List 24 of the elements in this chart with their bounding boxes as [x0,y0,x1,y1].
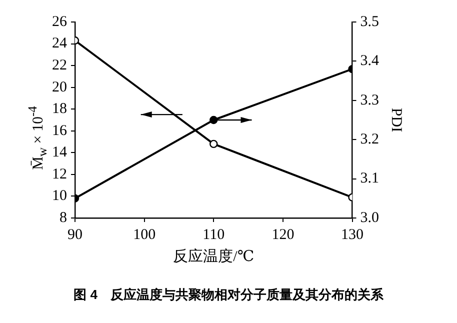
y-tick-label: 26 [52,14,68,30]
text: 图 4 反应温度与共聚物相对分子质量及其分布的关系 [72,286,384,304]
y-tick-label: 14 [52,144,68,161]
y-tick-label: 24 [52,36,68,52]
y-tick-label: 8 [60,210,67,226]
y-tick-label: 10 [52,188,67,204]
x-tick-label: 110 [202,226,225,243]
y2-tick-label: 3.5 [360,14,379,30]
y-tick-label: 22 [52,57,67,74]
y2-axis-title: PDI [388,108,404,132]
x-tick-label: 130 [341,226,364,243]
x-tick-label: 120 [272,226,294,243]
y-tick-label: 18 [52,101,67,118]
y-tick-label: 12 [52,166,67,182]
y-tick-label: 20 [52,79,67,96]
x-tick-label: 100 [133,226,156,243]
y2-tick-label: 3.3 [360,92,379,108]
y2-tick-label: 3.1 [360,170,379,187]
y2-tick-label: 3.2 [360,132,379,148]
y-tick-label: 16 [52,122,68,139]
y2-tick-label: 3.4 [360,53,380,70]
x-axis-title: 反应温度/℃ [173,248,254,265]
y2-tick-label: 3.0 [360,210,379,226]
x-tick-label: 90 [68,226,82,243]
